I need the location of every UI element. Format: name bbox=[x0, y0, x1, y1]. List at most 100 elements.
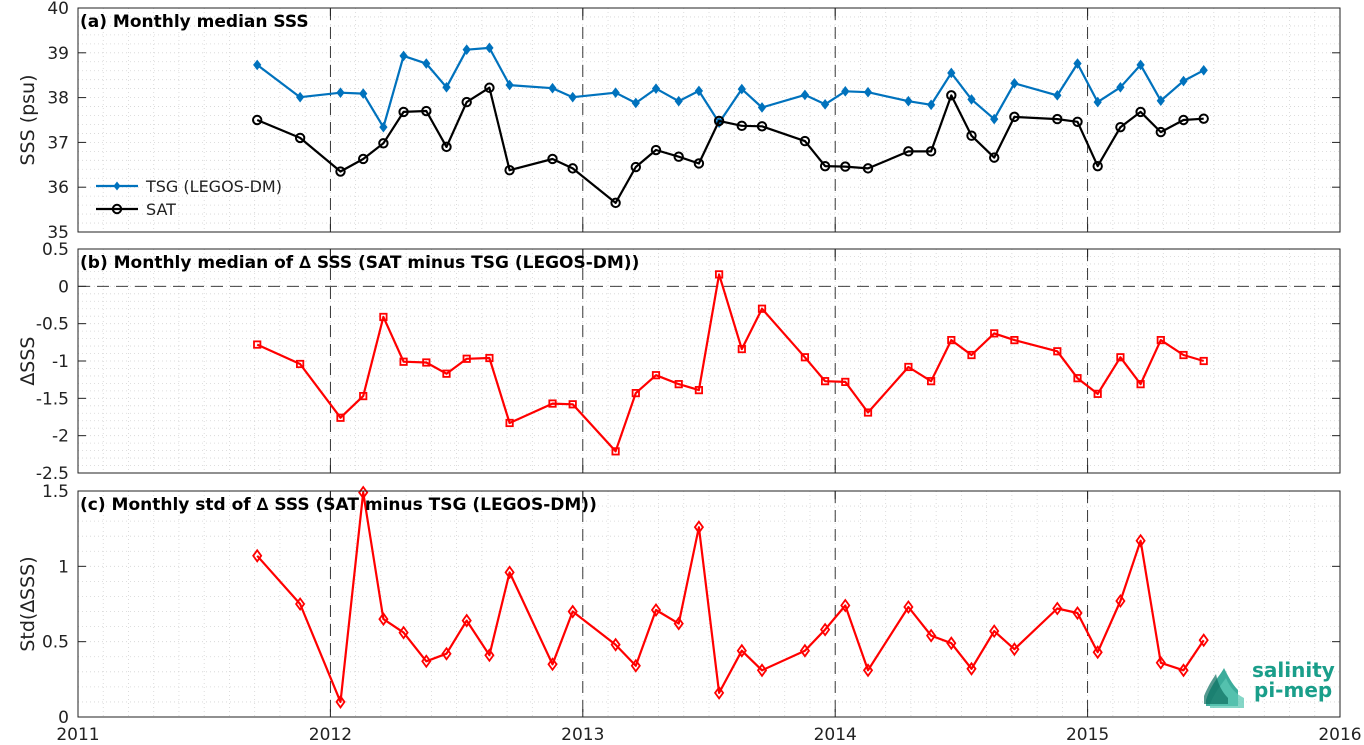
data-point bbox=[737, 83, 746, 95]
data-point bbox=[358, 153, 369, 165]
y-tick-label: 36 bbox=[47, 178, 69, 198]
data-point bbox=[1093, 389, 1102, 398]
y-tick-label: 40 bbox=[47, 0, 69, 19]
x-tick-label: 2016 bbox=[1318, 725, 1361, 745]
data-point bbox=[1155, 126, 1166, 138]
data-point bbox=[756, 121, 768, 132]
y-tick-label: -2 bbox=[52, 427, 69, 447]
y-tick-label: 0.5 bbox=[42, 633, 69, 653]
data-point bbox=[611, 447, 620, 456]
legend: TSG (LEGOS-DM) SAT bbox=[96, 177, 282, 219]
data-point bbox=[693, 520, 705, 535]
data-point bbox=[1093, 96, 1102, 108]
data-point bbox=[989, 152, 1000, 163]
data-point bbox=[1073, 374, 1082, 383]
data-point bbox=[650, 144, 662, 156]
data-point bbox=[547, 657, 558, 672]
data-point bbox=[1199, 64, 1208, 76]
salinity-pi-mep-logo: salinity pi-mep bbox=[1204, 658, 1335, 708]
data-point bbox=[903, 146, 914, 157]
data-point bbox=[296, 359, 305, 369]
data-point bbox=[651, 371, 661, 380]
y-axis-label: ∆SSS bbox=[17, 337, 39, 387]
data-point bbox=[756, 663, 768, 678]
y-tick-label: 1 bbox=[58, 557, 69, 577]
data-point bbox=[462, 354, 471, 363]
data-point bbox=[947, 67, 956, 79]
data-point bbox=[989, 624, 1000, 639]
data-point bbox=[819, 160, 831, 172]
data-point bbox=[398, 625, 409, 640]
axes-frame bbox=[77, 7, 1341, 233]
data-point bbox=[399, 50, 408, 62]
data-point bbox=[800, 89, 810, 101]
logo-line2: pi-mep bbox=[1254, 678, 1332, 702]
x-tick-label: 2013 bbox=[561, 725, 604, 745]
data-point bbox=[336, 87, 345, 98]
panel-1: 35 36 37 38 39 40 SSS (psu) (a) Monthly median … bbox=[17, 0, 1341, 243]
data-point bbox=[547, 153, 558, 165]
y-tick-label: -0.5 bbox=[36, 315, 69, 335]
data-point bbox=[504, 164, 515, 176]
data-point bbox=[737, 344, 746, 354]
data-point bbox=[505, 79, 514, 91]
panel-title: (c) Monthly std of ∆ SSS (SAT minus TSG … bbox=[80, 495, 597, 515]
data-point bbox=[630, 658, 641, 673]
data-point bbox=[336, 413, 345, 422]
data-point bbox=[674, 95, 683, 107]
legend-marker bbox=[111, 203, 123, 215]
panel-title: (a) Monthly median SSS bbox=[80, 12, 309, 32]
series-2 bbox=[252, 82, 1209, 209]
data-point bbox=[673, 151, 684, 162]
data-point bbox=[904, 95, 913, 107]
data-point bbox=[548, 82, 557, 94]
data-point bbox=[800, 353, 810, 362]
y-tick-label: 0 bbox=[58, 277, 69, 297]
legend-label: TSG (LEGOS-DM) bbox=[145, 177, 282, 196]
data-point bbox=[1053, 90, 1062, 101]
data-point bbox=[399, 357, 408, 366]
data-point bbox=[651, 83, 661, 94]
y-tick-label: 37 bbox=[47, 133, 69, 153]
data-point bbox=[926, 99, 936, 111]
data-point bbox=[421, 105, 432, 117]
data-point bbox=[295, 91, 305, 103]
y-axis-label: Std(∆SSS) bbox=[17, 556, 39, 651]
data-point bbox=[504, 565, 515, 580]
data-point bbox=[841, 86, 850, 97]
data-point bbox=[903, 599, 914, 615]
data-point bbox=[821, 377, 830, 386]
data-point bbox=[862, 163, 874, 174]
data-point bbox=[1156, 335, 1165, 345]
y-tick-label: 39 bbox=[47, 44, 69, 64]
data-point bbox=[631, 389, 640, 398]
data-point bbox=[694, 386, 704, 395]
data-point bbox=[862, 663, 874, 678]
data-point bbox=[630, 161, 642, 173]
data-point bbox=[294, 596, 306, 612]
data-point bbox=[650, 602, 662, 618]
data-point bbox=[462, 44, 471, 55]
y-tick-label: 35 bbox=[47, 223, 69, 243]
series-1 bbox=[253, 270, 1208, 456]
data-point bbox=[1135, 106, 1146, 118]
data-point bbox=[335, 166, 346, 177]
data-point bbox=[1053, 347, 1062, 356]
data-point bbox=[863, 86, 873, 98]
data-point bbox=[840, 161, 851, 172]
y-tick-label: -1.5 bbox=[36, 389, 69, 409]
data-point bbox=[713, 115, 725, 127]
data-point bbox=[966, 130, 977, 141]
data-point bbox=[610, 637, 621, 652]
data-point bbox=[442, 81, 451, 93]
data-point bbox=[927, 377, 936, 386]
data-point bbox=[925, 628, 937, 643]
legend-marker bbox=[113, 181, 121, 191]
data-point bbox=[1009, 111, 1020, 123]
data-point bbox=[442, 369, 451, 378]
data-point bbox=[904, 362, 913, 372]
data-point bbox=[674, 380, 683, 389]
y-tick-label: 0 bbox=[58, 708, 69, 728]
data-point bbox=[379, 121, 388, 133]
x-tick-label: 2011 bbox=[56, 725, 99, 745]
